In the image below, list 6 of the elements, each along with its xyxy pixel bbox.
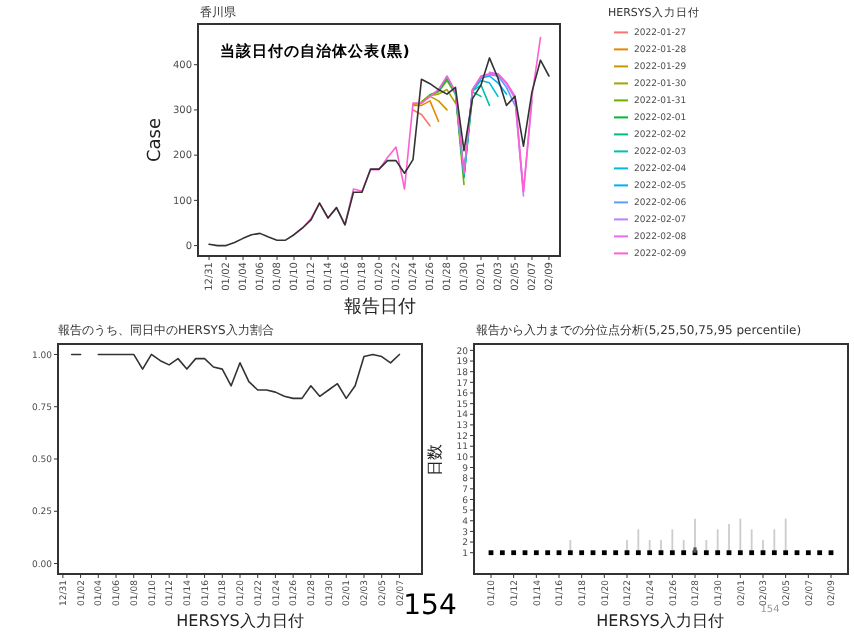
- y-axis-title: Case: [146, 117, 166, 163]
- x-axis-title: 報告日付: [344, 296, 416, 318]
- x-axis-title: HERSYS入力日付: [176, 612, 304, 630]
- x-axis-title: HERSYS入力日付: [596, 612, 724, 630]
- text: 154: [403, 590, 457, 622]
- y-axis-title: 日数: [426, 444, 444, 476]
